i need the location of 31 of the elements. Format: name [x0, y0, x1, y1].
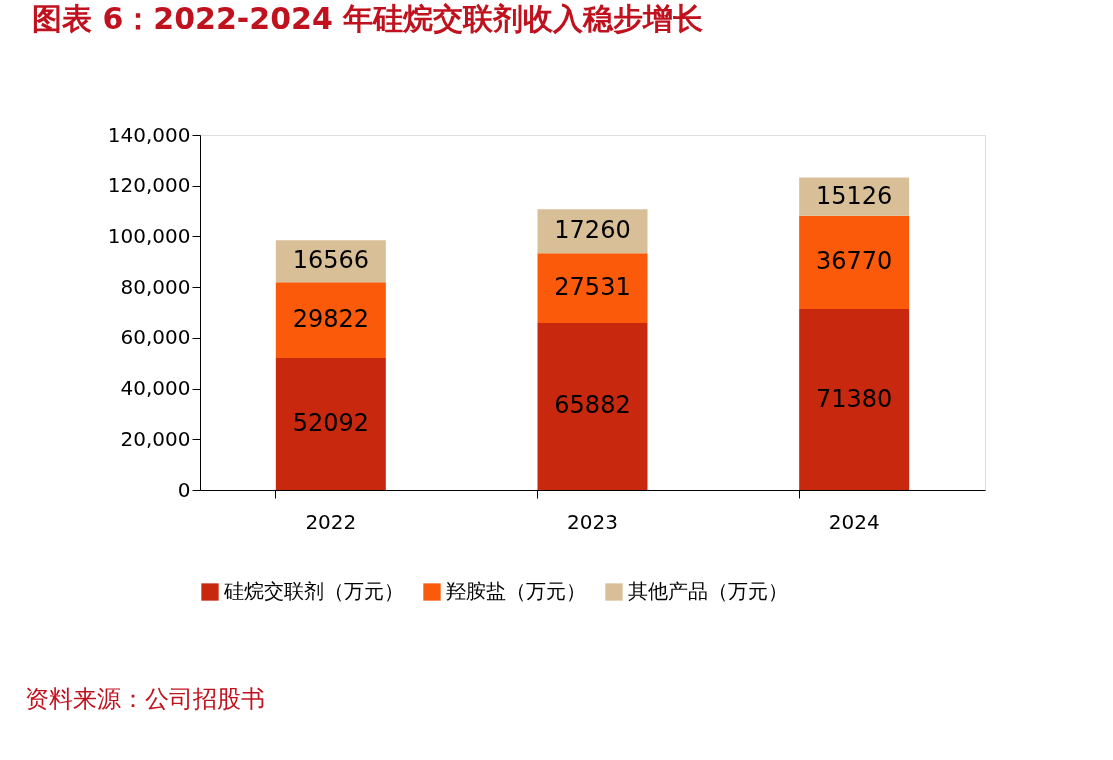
data-label: 15126 [815, 181, 893, 210]
legend-label: 其他产品（万元） [628, 579, 788, 603]
data-label: 65882 [554, 391, 631, 420]
bar [537, 253, 648, 323]
y-tick-label: 0 [177, 477, 191, 502]
y-tick-label: 80,000 [120, 274, 191, 299]
data-label: 17260 [554, 216, 631, 245]
data-label: 36770 [815, 247, 893, 276]
bar [275, 357, 386, 490]
legend-label: 羟胺盐（万元） [446, 579, 586, 603]
x-tick-label: 2024 [828, 509, 880, 534]
data-label: 52092 [292, 408, 370, 437]
y-tick-label: 140,000 [107, 122, 191, 147]
y-tick-label: 120,000 [107, 173, 191, 198]
text: 资料来源：公司招股书 [25, 685, 265, 713]
y-tick-label: 100,000 [107, 223, 191, 248]
y-tick-label: 60,000 [120, 325, 191, 350]
bar [799, 309, 910, 490]
legend-label: 硅烷交联剂（万元） [223, 579, 404, 603]
bar [799, 215, 910, 309]
bar [275, 282, 386, 358]
x-tick-label: 2023 [567, 509, 618, 534]
data-label: 71380 [815, 384, 893, 413]
bar [537, 322, 648, 490]
y-tick-label: 20,000 [120, 426, 191, 451]
chart-title: 图表 6：2022-2024 年硅烷交联剂收入稳步增长 [32, 1, 704, 36]
data-label: 16566 [292, 246, 370, 275]
y-tick-label: 40,000 [120, 376, 191, 401]
data-label: 27531 [554, 273, 631, 302]
data-label: 29822 [292, 305, 370, 334]
x-tick-label: 2022 [305, 509, 357, 534]
